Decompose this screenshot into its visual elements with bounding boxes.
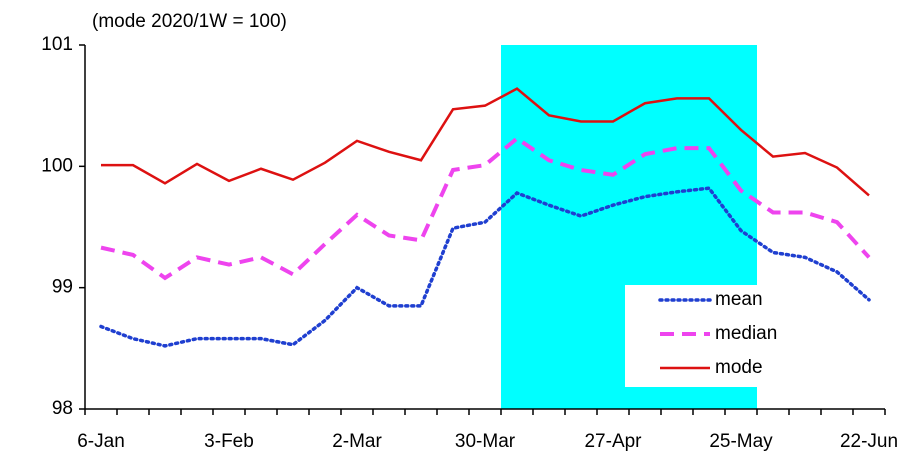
chart-title: (mode 2020/1W = 100) xyxy=(92,11,287,32)
legend-label: mean xyxy=(715,289,763,310)
y-tick-label: 100 xyxy=(41,155,73,176)
x-tick-label: 30-Mar xyxy=(455,431,516,452)
y-tick-label: 99 xyxy=(52,277,73,298)
x-tick-label: 6-Jan xyxy=(77,431,125,452)
legend-box xyxy=(625,285,800,387)
x-tick-label: 2-Mar xyxy=(332,431,382,452)
x-tick-label: 3-Feb xyxy=(204,431,254,452)
legend-label: median xyxy=(715,323,777,344)
y-tick-label: 98 xyxy=(52,398,73,419)
series-line xyxy=(101,87,870,197)
series-line xyxy=(100,135,871,281)
y-tick-label: 101 xyxy=(41,34,73,55)
x-tick-label: 25-May xyxy=(709,431,773,452)
x-tick-label: 22-Jun xyxy=(840,431,898,452)
legend-label: mode xyxy=(715,357,763,378)
x-tick-label: 27-Apr xyxy=(584,431,642,452)
series-line xyxy=(99,186,871,348)
